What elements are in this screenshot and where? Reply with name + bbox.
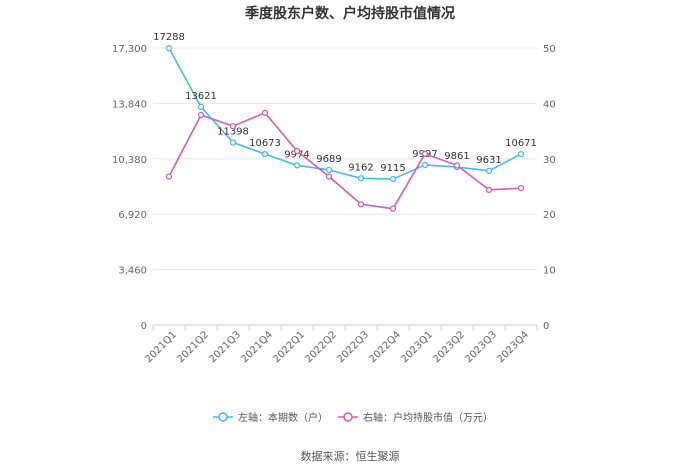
x-tick-label: 2021Q4 (239, 329, 275, 365)
data-point-left[interactable] (165, 45, 173, 52)
data-point-right[interactable] (325, 173, 333, 180)
left-tick-label: 10,380 (112, 155, 147, 166)
legend-marker-right[interactable] (343, 412, 353, 422)
grid (153, 47, 537, 326)
data-point-right[interactable] (165, 173, 173, 180)
left-tick-label: 13,840 (112, 99, 147, 110)
data-label: 9689 (316, 154, 341, 165)
source-note: 数据来源：恒生聚源 (301, 449, 400, 463)
data-label: 17288 (153, 32, 185, 43)
data-label: 9115 (380, 163, 405, 174)
data-label: 9631 (476, 155, 501, 166)
data-label: 13621 (185, 91, 217, 102)
legend-marker-left[interactable] (218, 412, 228, 422)
x-axis: 2021Q12021Q22021Q32021Q42022Q12022Q22022… (143, 325, 538, 365)
chart-title: 季度股东户数、户均持股市值情况 (244, 5, 455, 22)
x-tick-label: 2022Q2 (303, 329, 339, 365)
data-point-left[interactable] (421, 161, 429, 169)
left-tick-label: 17,300 (112, 44, 147, 55)
series-line-right (168, 111, 522, 210)
data-point-left[interactable] (357, 175, 365, 182)
legend-label-left: 左轴：本期数（户） (238, 411, 328, 424)
data-point-left[interactable] (485, 167, 493, 174)
data-point-right[interactable] (357, 201, 365, 208)
data-point-left[interactable] (293, 162, 301, 169)
data-point-left[interactable] (229, 139, 237, 146)
data-point-right[interactable] (229, 122, 237, 130)
x-tick-label: 2022Q4 (367, 329, 403, 365)
data-point-left[interactable] (325, 166, 333, 174)
x-tick-label: 2021Q1 (143, 329, 179, 365)
series-line-left (168, 47, 522, 180)
right-tick-label: 50 (543, 44, 556, 55)
left-tick-label: 3,460 (118, 266, 147, 277)
data-point-left[interactable] (389, 175, 397, 183)
data-point-right[interactable] (453, 162, 461, 169)
right-tick-label: 20 (543, 210, 556, 221)
data-point-right[interactable] (517, 185, 525, 192)
data-point-left[interactable] (261, 150, 269, 158)
legend: 左轴：本期数（户） 右轴：户均持股市值（万元） (213, 411, 493, 424)
data-label: 9162 (348, 162, 373, 173)
data-point-right[interactable] (197, 111, 205, 119)
data-label: 9974 (284, 149, 309, 160)
x-tick-label: 2022Q1 (271, 329, 307, 365)
data-point-right[interactable] (389, 205, 397, 212)
x-tick-label: 2021Q3 (207, 329, 243, 365)
left-tick-label: 6,920 (118, 210, 147, 221)
right-tick-label: 10 (543, 266, 556, 277)
data-label: 10673 (249, 138, 281, 149)
data-point-left[interactable] (517, 150, 525, 158)
series-layer: 1728813621113981067399749689916291159997… (153, 32, 537, 212)
x-tick-label: 2023Q4 (495, 329, 531, 365)
data-label: 11398 (217, 127, 249, 138)
data-point-right[interactable] (261, 109, 269, 116)
right-tick-label: 40 (543, 99, 556, 110)
right-tick-label: 0 (543, 321, 549, 332)
right-axis: 0 10 20 30 40 50 (543, 44, 556, 332)
right-tick-label: 30 (543, 155, 556, 166)
data-point-right[interactable] (293, 147, 301, 155)
data-point-right[interactable] (421, 150, 429, 157)
x-tick-label: 2023Q1 (399, 329, 435, 365)
x-tick-label: 2023Q2 (431, 329, 467, 365)
left-tick-label: 0 (141, 321, 147, 332)
x-tick-label: 2022Q3 (335, 329, 371, 365)
data-label: 9861 (444, 151, 469, 162)
legend-label-right: 右轴：户均持股市值（万元） (363, 411, 493, 424)
x-tick-label: 2021Q2 (175, 329, 211, 365)
left-axis: 0 3,460 6,920 10,380 13,840 17,300 (112, 44, 147, 332)
data-point-right[interactable] (485, 186, 493, 193)
data-label: 10671 (505, 138, 537, 149)
data-point-left[interactable] (197, 103, 205, 111)
x-tick-label: 2023Q3 (463, 329, 499, 365)
